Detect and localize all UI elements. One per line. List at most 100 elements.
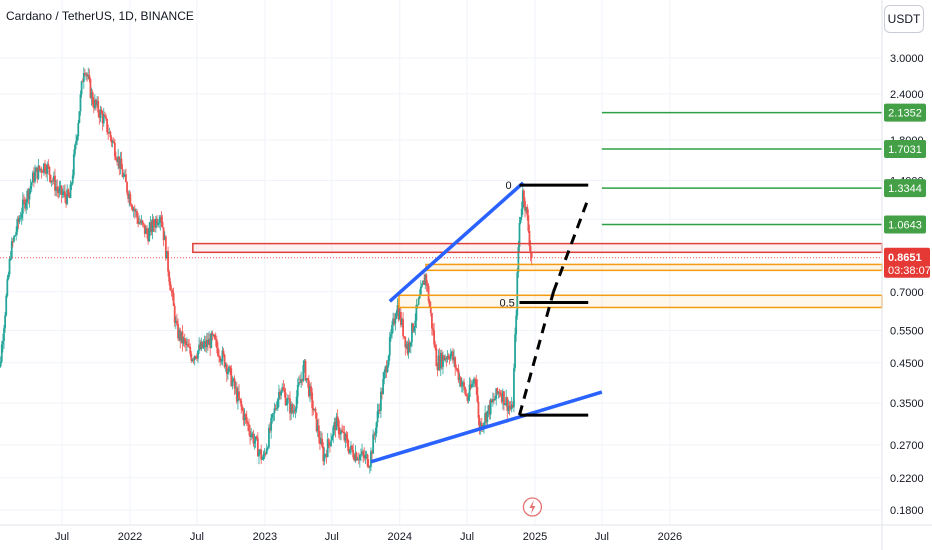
candle-body [88,75,91,80]
candle [99,105,102,123]
candle-body [477,401,480,419]
y-tick-label: 0.1800 [890,505,924,517]
candle [251,431,254,439]
y-tick-label: 0.5500 [890,326,924,338]
candle [399,307,402,328]
candle-body [29,185,32,190]
candle [404,336,407,356]
candle-body [235,387,238,402]
candle-body [345,434,348,439]
candle [276,397,279,411]
candle [268,424,270,450]
wedge-upper-trendline [388,181,525,303]
candle [222,347,225,358]
candle [503,391,505,411]
candle-body [183,338,186,341]
candle [64,184,66,203]
candle-body [340,430,342,435]
x-tick-label: 2023 [253,531,277,543]
candle-body [383,372,386,380]
candle [358,453,361,468]
candle [518,216,521,253]
candle [195,353,198,362]
candle [398,307,401,321]
y-tick-label: 0.7000 [890,287,924,299]
candle-body [321,438,324,447]
candle-body [105,116,107,119]
candle [158,215,161,229]
candle-body [256,438,259,457]
candle-body [311,392,314,409]
candle [89,77,92,99]
candle [224,362,227,372]
candle [527,209,530,233]
candle-body [517,246,520,273]
candle-body [143,224,146,234]
candle-body [437,355,440,370]
candle-body [98,112,101,118]
candle-body [510,404,513,410]
candle-body [415,304,418,321]
candle-body [511,404,514,408]
candle-body [179,330,182,341]
candle-body [51,180,54,182]
candle-body [233,378,236,389]
grid [0,0,882,525]
candle-body [194,356,197,358]
candle-body [500,394,503,402]
candle [467,392,470,404]
candle [3,324,5,350]
candle-body [460,384,463,387]
candle-body [351,445,353,451]
candle [27,187,30,205]
candle [341,424,344,433]
candle-body [302,365,305,381]
candle [237,386,239,410]
candle [174,316,177,330]
candle-body [217,347,219,356]
x-tick-label: Jul [190,531,204,543]
candle-body [262,454,265,459]
candle [523,189,525,208]
candle-body [87,75,90,77]
candle-body [129,194,132,205]
candle-body [276,399,279,409]
candle [72,149,75,179]
candle [493,392,495,404]
candle-body [66,189,69,204]
candle [495,388,498,406]
candle [413,325,416,333]
candle-body [274,408,277,410]
candle-body [483,422,485,427]
candle [34,164,36,184]
candle-body [219,357,222,362]
candle [107,124,110,140]
candle [68,192,71,199]
candle [337,418,340,439]
y-tick-label: 3.0000 [890,53,924,65]
candle-body [209,338,212,348]
candle-body [237,391,239,402]
candle-body [312,408,315,411]
currency-button[interactable]: USDT [884,5,924,33]
candle-body [438,355,441,369]
candle [254,436,257,449]
candle [490,398,493,403]
candle [300,371,302,389]
candle-body [497,392,500,394]
candle [517,240,520,278]
candle [110,135,113,147]
candle-body [168,271,171,282]
candle-body [9,258,12,260]
candle [468,377,471,402]
candle-body [333,421,336,428]
candle-body [282,387,285,390]
candle-body [290,404,293,414]
candle-body [472,383,474,385]
candle-body [1,341,4,345]
candle [402,312,404,340]
candle [37,159,40,180]
candle-body [389,334,392,338]
candle-body [377,409,380,412]
